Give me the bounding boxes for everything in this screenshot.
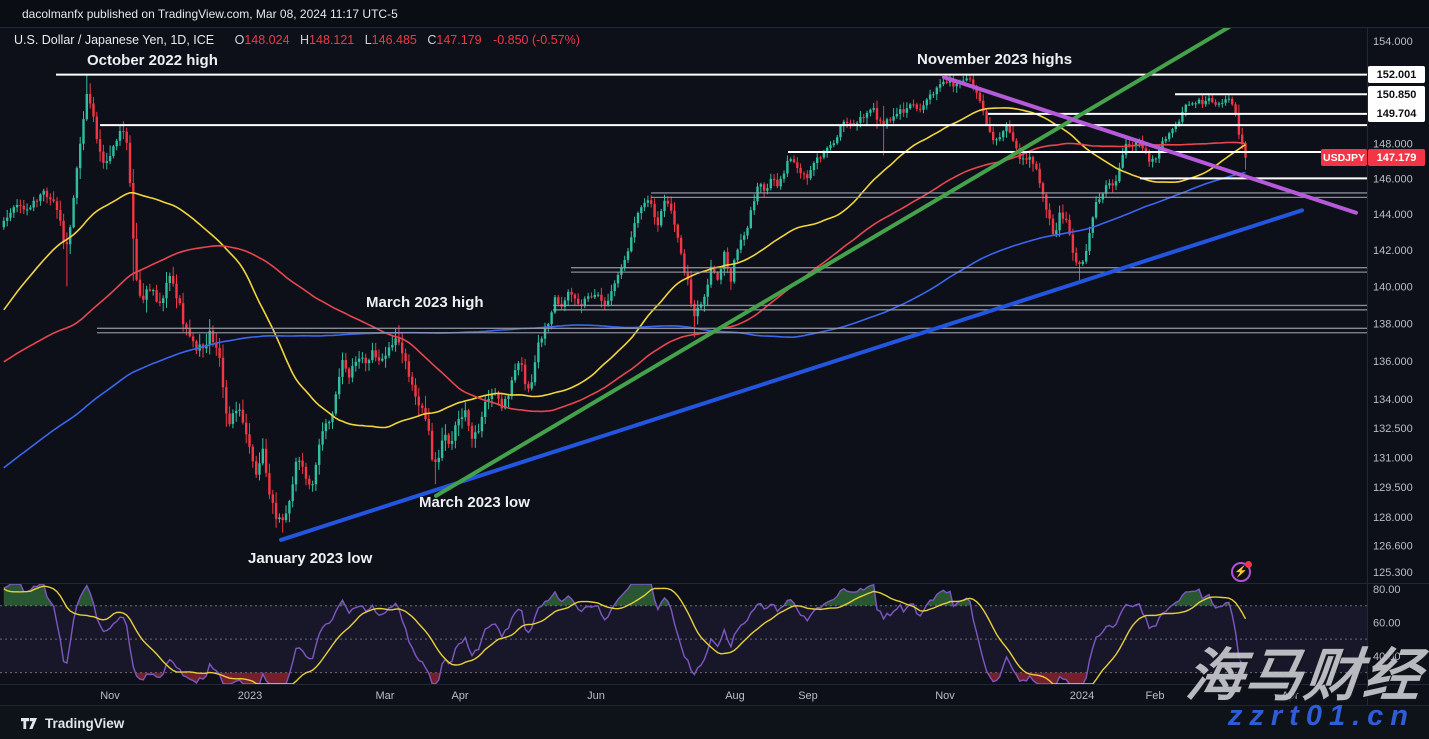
- tradingview-logo[interactable]: TradingView: [20, 716, 124, 731]
- time-axis[interactable]: Nov 2023 Mar Apr Jun Aug Sep Nov 2024 Feb Apr: [100, 690, 1299, 702]
- price-line-label-149704: 149.704: [1368, 105, 1425, 122]
- rsi-tick: 40.00: [1373, 651, 1401, 663]
- last-price-label: 147.179: [1368, 149, 1425, 166]
- time-tick: Feb: [1146, 690, 1165, 702]
- price-tick: 125.300: [1373, 567, 1413, 579]
- high-value: 148.121: [309, 33, 355, 47]
- footer-bar: TradingView: [0, 705, 1429, 739]
- price-tick: 129.500: [1373, 482, 1413, 494]
- rsi-tick: 60.00: [1373, 617, 1401, 629]
- symbol-header: U.S. Dollar / Japanese Yen, 1D, ICE O148…: [14, 33, 580, 47]
- change-value: -0.850 (-0.57%): [493, 33, 580, 47]
- annotation-january-2023-low: January 2023 low: [248, 550, 373, 567]
- rsi-pane: [3, 584, 1247, 684]
- symbol-title: U.S. Dollar / Japanese Yen, 1D, ICE: [14, 33, 215, 47]
- annotation-november-2023-highs: November 2023 highs: [917, 51, 1073, 68]
- price-tick: 131.000: [1373, 452, 1413, 464]
- price-tick: 134.000: [1373, 394, 1413, 406]
- high-label: H: [300, 33, 310, 47]
- trendlines: [279, 3, 1358, 542]
- time-tick: 2023: [238, 690, 262, 702]
- lightning-icon: ⚡: [1234, 565, 1248, 578]
- price-tick: 146.000: [1373, 173, 1413, 185]
- price-tick: 132.500: [1373, 423, 1413, 435]
- time-tick: Aug: [725, 690, 745, 702]
- price-tick: 140.000: [1373, 281, 1413, 293]
- lightning-button[interactable]: ⚡: [1231, 561, 1252, 582]
- rsi-tick: 80.00: [1373, 584, 1401, 596]
- trendline-november-2023-downtrend[interactable]: [942, 75, 1358, 215]
- price-tick: 126.600: [1373, 540, 1413, 552]
- low-value: 146.485: [371, 33, 417, 47]
- price-tick: 148.000: [1373, 138, 1413, 150]
- trendline-march-2023-uptrend[interactable]: [434, 3, 1270, 498]
- tradingview-logo-text: TradingView: [45, 715, 125, 731]
- notification-dot: [1245, 561, 1252, 568]
- sma-50: [3, 107, 1246, 429]
- price-tick: 154.000: [1373, 36, 1413, 48]
- open-value: 148.024: [244, 33, 290, 47]
- symbol-price-tag: USDJPY: [1321, 149, 1367, 166]
- sma-100: [3, 141, 1246, 413]
- price-line-label-150850: 150.850: [1368, 86, 1425, 103]
- price-tick: 138.000: [1373, 318, 1413, 330]
- sma-200: [3, 171, 1246, 469]
- low-label: L: [364, 33, 372, 47]
- rsi-band: [0, 605, 1367, 673]
- rsi-line: [3, 584, 1247, 684]
- trendline-january-2023-uptrend[interactable]: [279, 208, 1304, 542]
- close-label: C: [427, 33, 437, 47]
- price-tick: 136.000: [1373, 356, 1413, 368]
- watermark-url: zzrt01.cn: [1227, 700, 1415, 732]
- price-tick: 144.000: [1373, 209, 1413, 221]
- price-tick: 128.000: [1373, 512, 1413, 524]
- time-tick: Jun: [587, 690, 605, 702]
- time-tick: Nov: [100, 690, 120, 702]
- price-axis[interactable]: 154.000 148.000 146.000 144.000 142.000 140.0…: [1373, 36, 1413, 663]
- time-tick: 2024: [1070, 690, 1094, 702]
- open-label: O: [234, 33, 245, 47]
- published-text: dacolmanfx published on TradingView.com,…: [22, 6, 398, 21]
- time-tick: Nov: [935, 690, 955, 702]
- tradingview-logo-icon: [21, 717, 37, 729]
- annotation-march-2023-high: March 2023 high: [366, 294, 484, 311]
- time-tick: Apr: [451, 690, 468, 702]
- time-tick: Sep: [798, 690, 818, 702]
- close-value: 147.179: [436, 33, 482, 47]
- time-tick: Mar: [376, 690, 395, 702]
- annotation-october-2022-high: October 2022 high: [87, 52, 218, 69]
- rsi-ma-line: [3, 585, 1247, 684]
- time-tick: Apr: [1281, 690, 1298, 702]
- price-tick: 142.000: [1373, 245, 1413, 257]
- annotation-march-2023-low: March 2023 low: [419, 494, 530, 511]
- published-bar: dacolmanfx published on TradingView.com,…: [0, 0, 1429, 28]
- moving-averages: [3, 107, 1246, 469]
- price-line-label-152001: 152.001: [1368, 66, 1425, 83]
